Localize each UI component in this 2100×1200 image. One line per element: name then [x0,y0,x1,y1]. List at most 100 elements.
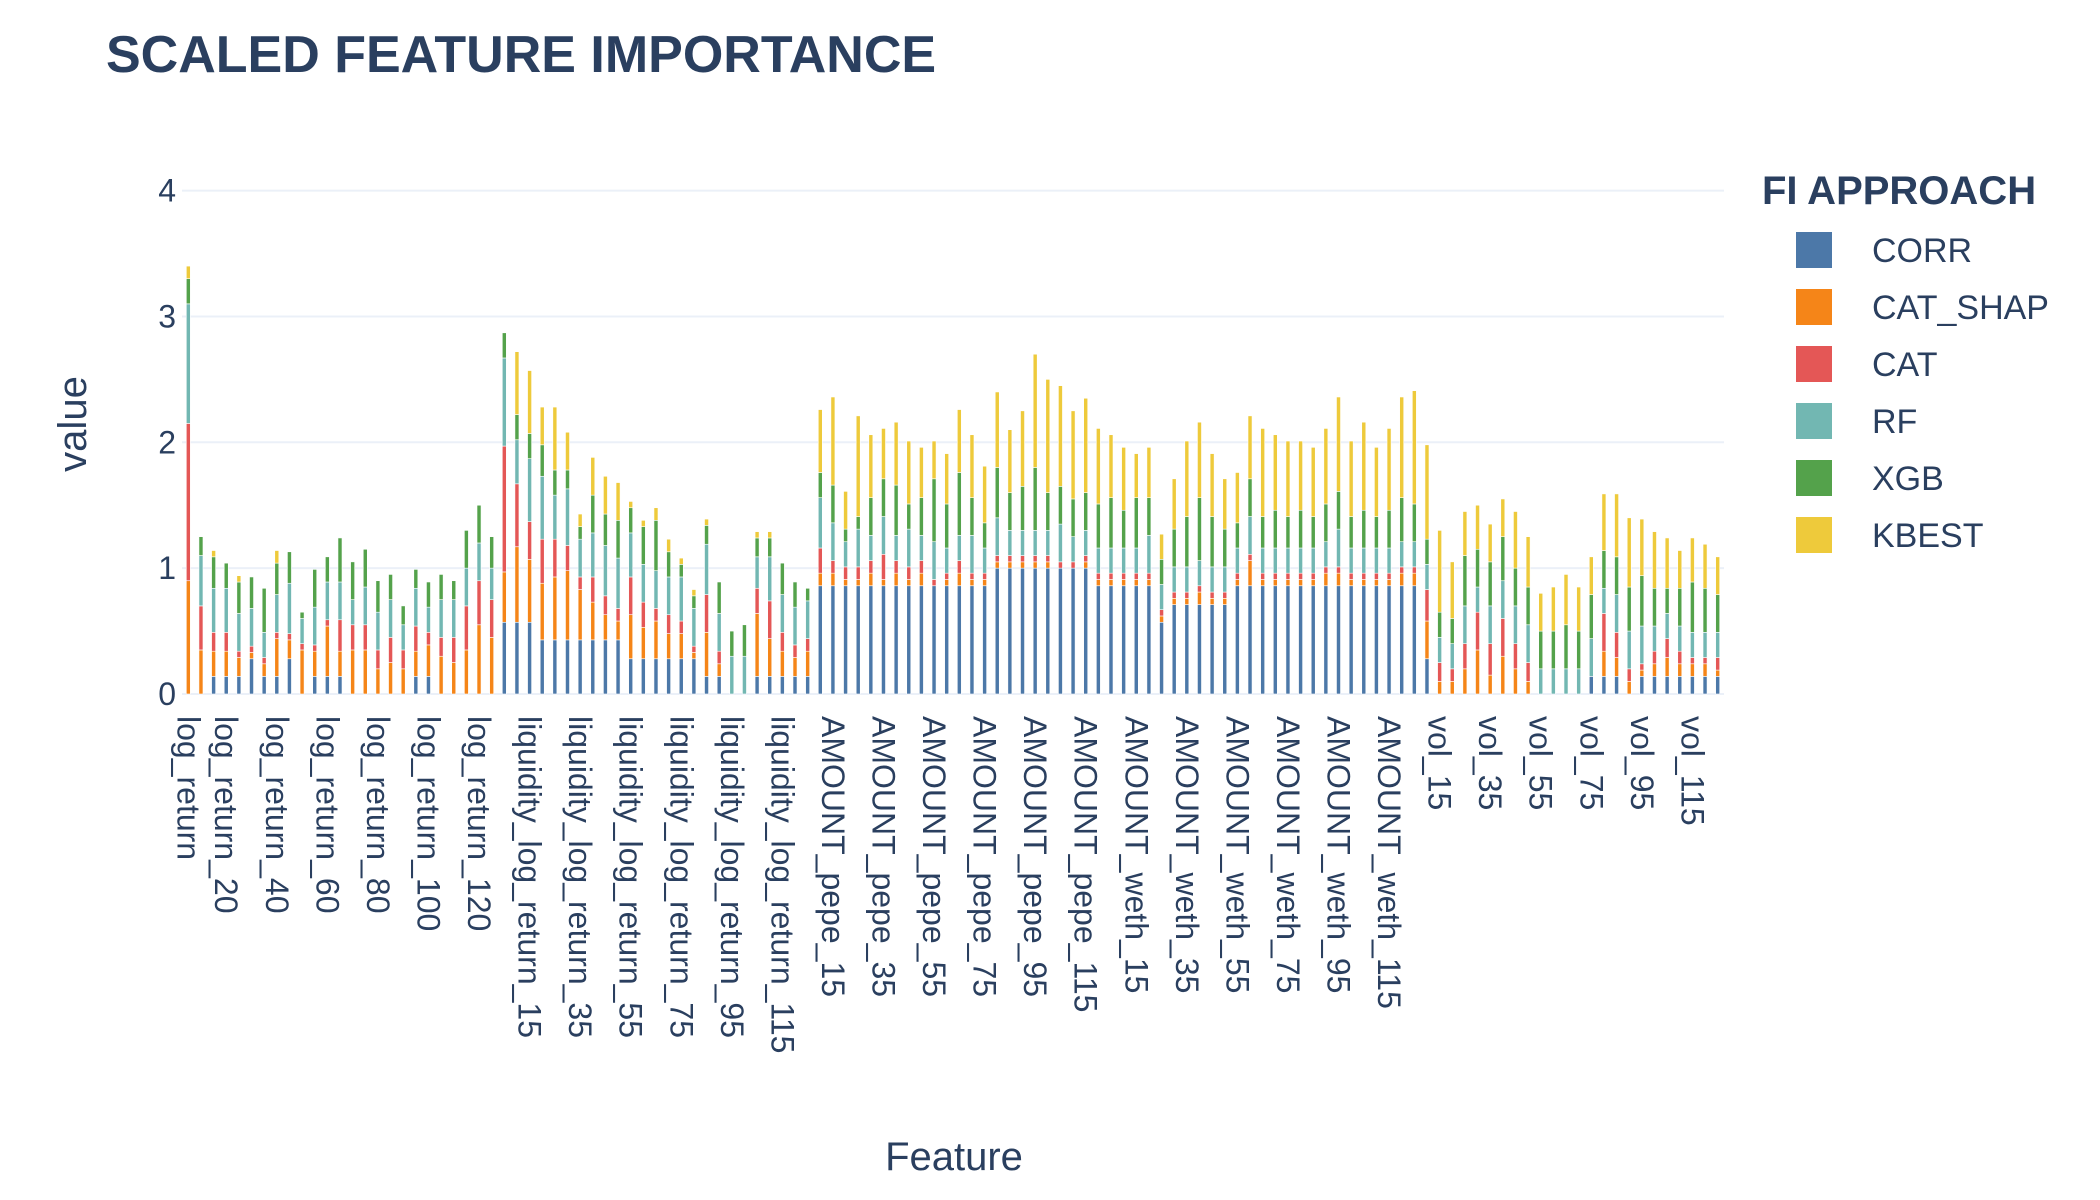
bar-cat_shap-log_return_30[interactable] [249,652,254,660]
bar-corr-liquidity_log_return_75[interactable] [678,658,684,695]
bar-cat_shap-AMOUNT_pepe_95[interactable] [1032,561,1038,569]
bar-corr-liquidity_log_return_110[interactable] [767,676,773,695]
bar-stack-AMOUNT_weth_40[interactable] [1197,421,1202,695]
bar-cat-AMOUNT_weth_50[interactable] [1222,591,1228,599]
bar-xgb-vol_50[interactable] [1525,586,1531,626]
bar-stack-AMOUNT_weth_50[interactable] [1222,478,1228,695]
bar-rf-AMOUNT_pepe_40[interactable] [893,535,899,561]
bar-xgb-log_return_120[interactable] [476,504,482,544]
bar-kbest-vol_45[interactable] [1513,511,1518,569]
bar-corr-liquidity_log_return_55[interactable] [628,658,634,695]
bar-cat_shap-liquidity_log_return_30[interactable] [565,570,570,641]
bar-corr-AMOUNT_pepe_90[interactable] [1020,567,1025,695]
bar-kbest-vol_40[interactable] [1500,498,1506,537]
bar-stack-AMOUNT_pepe_100[interactable] [1045,379,1051,695]
bar-cat-AMOUNT_weth_110[interactable] [1374,572,1379,580]
bar-cat_shap-vol_45[interactable] [1513,668,1518,695]
bar-corr-AMOUNT_weth_105[interactable] [1361,585,1367,695]
bar-stack-vol_40[interactable] [1500,498,1506,695]
bar-cat_shap-vol_15[interactable] [1437,681,1442,695]
bar-corr-AMOUNT_pepe_85[interactable] [1007,567,1013,695]
bar-stack-log_return_10[interactable] [198,536,204,695]
bar-stack-AMOUNT_pepe_105[interactable] [1058,385,1063,695]
bar-cat_shap-liquidity_log_return_45[interactable] [603,614,608,641]
bar-xgb-log_return_115[interactable] [464,530,469,569]
bar-rf-liquidity_log_return_50[interactable] [615,557,621,609]
bar-kbest-AMOUNT_pepe_105[interactable] [1058,385,1063,487]
bar-xgb-log_return_65[interactable] [337,537,343,583]
bar-cat_shap-liquidity_log_return_120[interactable] [792,657,798,677]
bar-corr-AMOUNT_weth_110[interactable] [1374,585,1379,695]
bar-kbest-AMOUNT_pepe_20[interactable] [843,491,848,530]
bar-cat_shap-vol_50[interactable] [1525,681,1531,695]
bar-kbest-AMOUNT_weth_20[interactable] [1146,447,1152,498]
bar-kbest-vol_20[interactable] [1449,561,1455,619]
bar-rf-AMOUNT_pepe_35[interactable] [881,516,886,555]
bar-cat-AMOUNT_weth_125[interactable] [1412,566,1417,574]
bar-kbest-AMOUNT_weth_75[interactable] [1285,440,1291,517]
bar-cat-AMOUNT_pepe_80[interactable] [994,555,1000,563]
bar-stack-vol_35[interactable] [1487,523,1493,695]
bar-rf-liquidity_log_return_25[interactable] [552,494,558,540]
bar-stack-liquidity_log_return_45[interactable] [603,475,608,695]
bar-xgb-vol_20[interactable] [1449,618,1455,644]
bar-cat_shap-AMOUNT_weth_55[interactable] [1235,579,1240,587]
bar-rf-vol_100[interactable] [1652,625,1657,652]
bar-cat-AMOUNT_pepe_30[interactable] [868,560,874,574]
bar-stack-log_return_50[interactable] [299,611,305,695]
bar-kbest-AMOUNT_weth_85[interactable] [1310,447,1316,517]
bar-cat_shap-liquidity_log_return_80[interactable] [691,652,697,660]
bar-cat-AMOUNT_weth_10[interactable] [1121,572,1126,580]
bar-stack-log_return_115[interactable] [464,530,469,695]
bar-xgb-log_return[interactable] [185,278,191,305]
bar-stack-AMOUNT_pepe_115[interactable] [1083,397,1089,695]
bar-cat_shap-AMOUNT_weth_40[interactable] [1197,591,1202,605]
bar-rf-AMOUNT_pepe_90[interactable] [1020,530,1025,556]
bar-corr-vol_120[interactable] [1702,676,1708,695]
bar-stack-vol_55[interactable] [1538,593,1544,695]
bar-corr-AMOUNT_weth_120[interactable] [1399,585,1405,695]
bar-rf-AMOUNT_pepe_75[interactable] [982,547,987,574]
bar-stack-log_return_110[interactable] [451,580,457,695]
bar-xgb-AMOUNT_weth_65[interactable] [1260,516,1265,549]
bar-corr-AMOUNT_pepe_30[interactable] [868,585,874,695]
bar-corr-AMOUNT_weth_70[interactable] [1272,585,1278,695]
bar-stack-log_return_45[interactable] [287,551,292,695]
bar-corr-AMOUNT_pepe_75[interactable] [982,585,987,695]
bar-rf-AMOUNT_weth_65[interactable] [1260,547,1265,574]
bar-cat-liquidity_log_return_40[interactable] [590,576,596,603]
bar-stack-log_return_15[interactable] [211,550,216,695]
bar-cat_shap-log_return_60[interactable] [325,625,330,677]
bar-cat_shap-AMOUNT_pepe_75[interactable] [982,579,987,587]
bar-stack-AMOUNT_pepe_110[interactable] [1070,410,1076,695]
bar-xgb-liquidity_log_return_35[interactable] [577,526,583,540]
bar-rf-liquidity_log_return_30[interactable] [565,488,570,546]
bar-stack-vol_75[interactable] [1588,556,1594,695]
bar-xgb-vol_30[interactable] [1475,548,1480,588]
bar-cat-log_return_90[interactable] [400,649,406,670]
bar-stack-AMOUNT_weth_110[interactable] [1374,447,1379,695]
bar-rf-AMOUNT_pepe_20[interactable] [843,541,848,568]
bar-cat-AMOUNT_pepe_10[interactable] [817,547,823,574]
bar-rf-AMOUNT_pepe_120[interactable] [1096,547,1101,574]
bar-rf-liquidity_log_return_55[interactable] [628,532,634,578]
bar-kbest-vol_80[interactable] [1601,493,1607,551]
bar-stack-vol_105[interactable] [1664,537,1670,695]
bar-cat-log_return_105[interactable] [438,637,444,657]
bar-cat_shap-AMOUNT_pepe_20[interactable] [843,579,848,587]
bar-stack-AMOUNT_pepe_30[interactable] [868,434,874,695]
bar-rf-log_return_40[interactable] [274,594,280,633]
bar-xgb-vol_80[interactable] [1601,550,1607,589]
bar-cat-AMOUNT_weth_115[interactable] [1386,572,1392,580]
bar-rf-vol_25[interactable] [1462,605,1468,644]
bar-stack-log_return_35[interactable] [261,587,267,695]
bar-rf-liquidity_log_return_90[interactable] [716,613,722,652]
bar-cat-AMOUNT_weth_40[interactable] [1197,585,1202,593]
bar-kbest-vol_55[interactable] [1538,593,1544,632]
bar-stack-AMOUNT_weth_75[interactable] [1285,440,1291,695]
bar-stack-AMOUNT_pepe_25[interactable] [855,415,861,695]
bar-xgb-log_return_90[interactable] [400,605,406,626]
bar-rf-vol_110[interactable] [1677,625,1683,652]
bar-kbest-AMOUNT_weth_70[interactable] [1272,434,1278,511]
bar-xgb-liquidity_log_return_115[interactable] [780,562,785,595]
